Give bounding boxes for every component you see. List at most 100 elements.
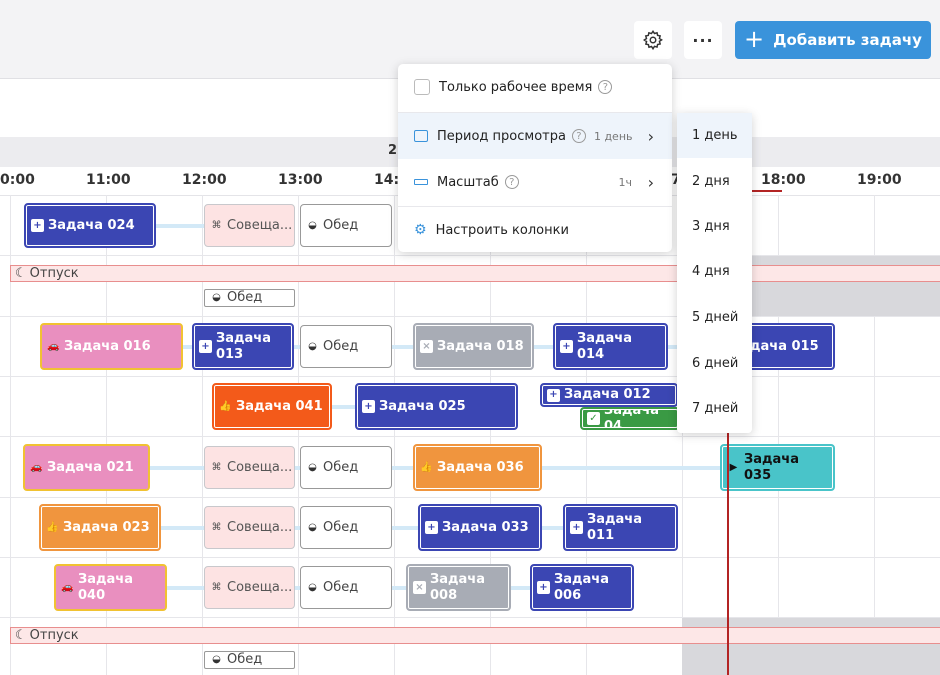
task-card[interactable]: + Задача 011: [563, 504, 678, 551]
settings-menu: Только рабочее время ? Период просмотра …: [398, 64, 672, 252]
ruler-icon: [414, 179, 428, 185]
period-option[interactable]: 3 дня: [677, 204, 752, 249]
period-option-label: 2 дня: [692, 174, 730, 189]
task-icon: ×: [413, 581, 426, 594]
calendar-icon: [414, 130, 428, 142]
task-label: Обед: [323, 217, 359, 233]
task-card[interactable]: + Задача 014: [553, 323, 668, 370]
task-card[interactable]: × Задача 008: [406, 564, 511, 611]
add-task-button[interactable]: + Добавить задачу: [735, 21, 931, 59]
settings-button[interactable]: [634, 21, 672, 59]
task-label: Задача 035: [744, 451, 799, 483]
lunch-card[interactable]: ◒ Обед: [204, 289, 295, 307]
moon-icon: ☾: [15, 266, 27, 281]
task-label: Задача 023: [63, 519, 150, 535]
car-icon: 🚗: [30, 461, 43, 473]
task-icon: ×: [420, 340, 433, 353]
meeting-card[interactable]: ⌘ Совеща...: [204, 204, 295, 247]
task-label: Задача 04: [604, 407, 659, 430]
menu-item-period[interactable]: Период просмотра ? 1 день ›: [398, 113, 672, 159]
ellipsis-icon: ···: [692, 30, 714, 50]
task-card[interactable]: 🚗 Задача 040: [54, 564, 167, 611]
grid-line: [106, 195, 107, 675]
task-card[interactable]: + Задача 013: [192, 323, 294, 370]
task-icon: +: [560, 340, 573, 353]
task-icon: +: [362, 400, 375, 413]
vacation-bar[interactable]: ☾ Отпуск: [10, 265, 940, 282]
task-card[interactable]: + Задача 033: [418, 504, 542, 551]
meeting-card[interactable]: ⌘ Совеща...: [204, 566, 295, 609]
task-label: Совеща...: [227, 217, 293, 233]
task-card[interactable]: ✓ Задача 04: [580, 407, 680, 430]
period-option[interactable]: 4 дня: [677, 249, 752, 294]
lunch-card[interactable]: ◒ Обед: [300, 325, 392, 368]
bowl-icon: ◒: [308, 461, 317, 473]
meeting-icon: ⌘: [211, 581, 222, 593]
task-card[interactable]: + Задача 025: [355, 383, 518, 430]
task-label: Задача 040: [78, 571, 133, 603]
task-card[interactable]: + Задача 012: [540, 383, 678, 407]
task-label: Задача 036: [437, 459, 524, 475]
task-card[interactable]: + Задача 024: [24, 203, 156, 248]
help-icon[interactable]: ?: [571, 129, 586, 143]
period-option-label: 5 дней: [692, 310, 739, 325]
row-divider: [0, 557, 940, 558]
menu-item-columns[interactable]: ⚙ Настроить колонки: [398, 207, 672, 253]
help-icon[interactable]: ?: [504, 175, 519, 189]
period-submenu: 1 день 2 дня 3 дня 4 дня 5 дней 6 дней 7…: [677, 113, 752, 433]
lunch-card[interactable]: ◒ Обед: [300, 566, 392, 609]
working-time-toggle[interactable]: Только рабочее время ?: [398, 64, 672, 110]
grid-line: [394, 195, 395, 675]
lunch-card[interactable]: ◒ Обед: [300, 204, 392, 247]
task-card[interactable]: × Задача 018: [413, 323, 534, 370]
period-option[interactable]: 5 дней: [677, 295, 752, 340]
task-card[interactable]: 👍 Задача 041: [212, 383, 332, 430]
date-label: 2: [388, 143, 398, 158]
help-icon[interactable]: ?: [598, 80, 613, 94]
vacation-bar[interactable]: ☾ Отпуск: [10, 627, 940, 644]
thumbs-up-icon: 👍: [46, 521, 59, 533]
period-option[interactable]: 7 дней: [677, 386, 752, 431]
task-label: Обед: [323, 459, 359, 475]
task-card[interactable]: 👍 Задача 023: [39, 504, 161, 551]
meeting-card[interactable]: ⌘ Совеща...: [204, 446, 295, 489]
task-card[interactable]: 🚗 Задача 021: [23, 444, 150, 491]
time-tick: 19:00: [857, 172, 902, 188]
task-card[interactable]: + Задача 006: [530, 564, 634, 611]
task-card[interactable]: ▶ Задача 035: [720, 444, 835, 491]
lunch-card[interactable]: ◒ Обед: [204, 651, 295, 669]
task-icon: +: [547, 388, 560, 402]
gear-icon: ⚙: [414, 222, 427, 238]
task-label: Задача 013: [216, 330, 271, 362]
task-label: Обед: [227, 652, 263, 668]
period-option[interactable]: 6 дней: [677, 341, 752, 386]
menu-item-scale[interactable]: Масштаб ? 1ч ›: [398, 159, 672, 205]
lunch-card[interactable]: ◒ Обед: [300, 446, 392, 489]
task-icon: +: [199, 340, 212, 353]
task-label: Задача 041: [236, 398, 323, 414]
task-card[interactable]: 🚗 Задача 016: [40, 323, 183, 370]
task-label: Обед: [227, 290, 263, 306]
task-label: Задача 021: [47, 459, 134, 475]
task-card[interactable]: 👍 Задача 036: [413, 444, 542, 491]
grid-line: [10, 195, 11, 675]
bowl-icon: ◒: [308, 581, 317, 593]
time-tick: 12:00: [182, 172, 227, 188]
bowl-icon: ◒: [212, 292, 221, 303]
grid-line: [874, 195, 875, 675]
period-option-label: 6 дней: [692, 356, 739, 371]
task-icon: +: [570, 521, 583, 534]
period-option[interactable]: 2 дня: [677, 159, 752, 204]
menu-divider: [398, 112, 672, 113]
lunch-card[interactable]: ◒ Обед: [300, 506, 392, 549]
meeting-card[interactable]: ⌘ Совеща...: [204, 506, 295, 549]
task-icon: +: [425, 521, 438, 534]
period-option[interactable]: 1 день: [677, 113, 752, 158]
columns-label: Настроить колонки: [435, 222, 569, 238]
car-icon: 🚗: [47, 340, 60, 352]
car-icon: 🚗: [61, 581, 74, 593]
checkbox[interactable]: [414, 79, 430, 95]
task-label: Совеща...: [227, 459, 293, 475]
more-button[interactable]: ···: [684, 21, 722, 59]
period-label: Период просмотра: [437, 128, 566, 144]
